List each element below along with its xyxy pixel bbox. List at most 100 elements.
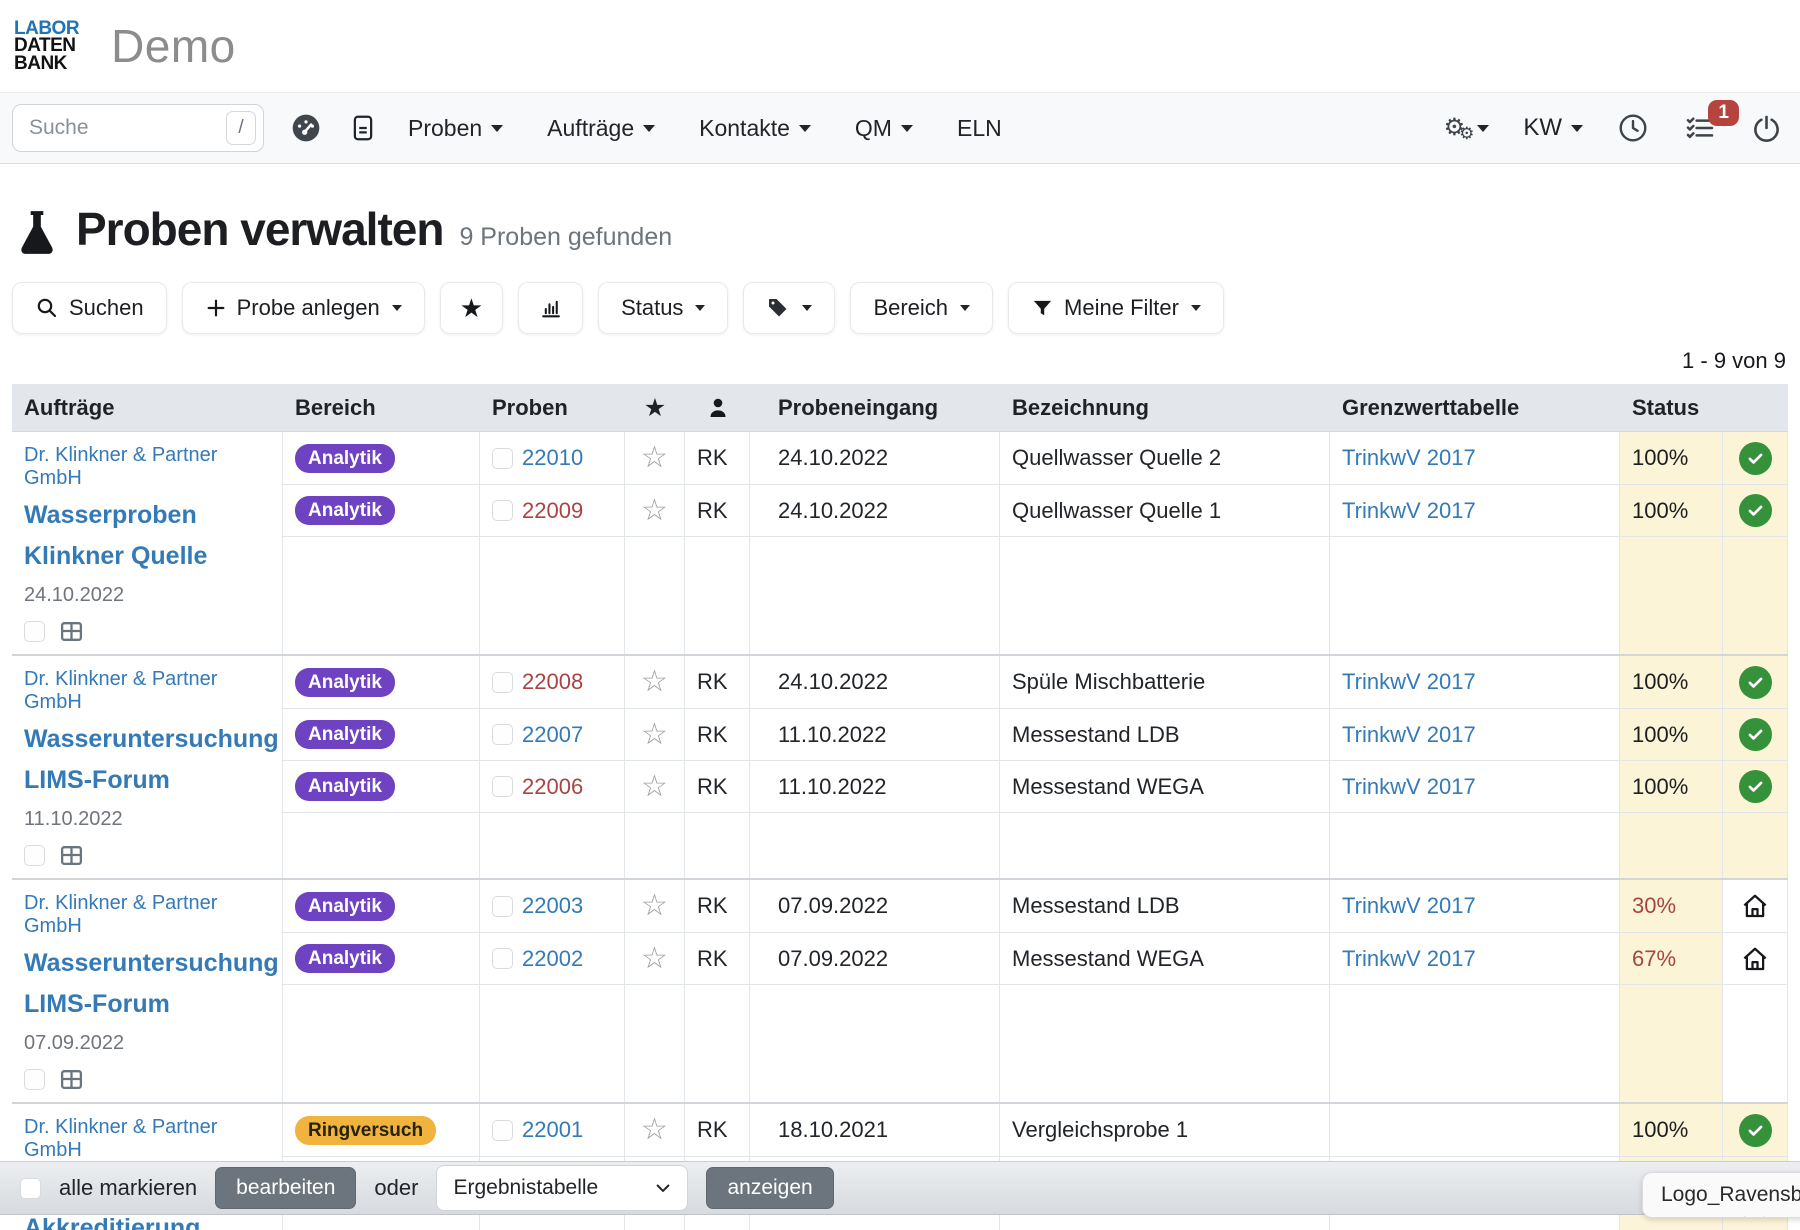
- star-outline-icon[interactable]: ☆: [641, 941, 668, 975]
- user-menu[interactable]: KW: [1523, 114, 1583, 142]
- tags-filter-button[interactable]: [743, 282, 836, 334]
- labordatenbank-logo[interactable]: LABOR DATEN BANK: [14, 19, 80, 73]
- nav-label: QM: [854, 114, 892, 141]
- order-title-link[interactable]: LIMS-Forum: [24, 766, 170, 794]
- sample-row: Ringversuch 22001 ☆ RK 18.10.2021 Vergleichsp…: [283, 1104, 1788, 1156]
- sample-checkbox[interactable]: [492, 1119, 513, 1141]
- sample-checkbox[interactable]: [492, 776, 513, 797]
- order-title-link[interactable]: Wasseruntersuchung: [24, 725, 279, 753]
- search-input[interactable]: [12, 104, 264, 152]
- create-sample-button[interactable]: Probe anlegen: [181, 282, 425, 334]
- nav-item-eln[interactable]: ELN: [957, 115, 1002, 142]
- sample-checkbox[interactable]: [492, 671, 513, 693]
- star-outline-icon[interactable]: ☆: [641, 493, 668, 527]
- column-header-aufträge: Aufträge: [24, 394, 115, 420]
- favorite-filler: [625, 537, 685, 654]
- select-all-checkbox[interactable]: [20, 1177, 41, 1199]
- order-checkbox[interactable]: [24, 845, 45, 866]
- order-client-link[interactable]: Dr. Klinkner & Partner GmbH: [24, 444, 218, 489]
- progress-value: 100%: [1632, 669, 1689, 694]
- sample-checkbox[interactable]: [492, 447, 513, 469]
- sample-link[interactable]: 22007: [522, 721, 584, 747]
- sample-checkbox[interactable]: [492, 948, 513, 969]
- order-title-link[interactable]: LIMS-Forum: [24, 990, 170, 1018]
- limit-table-link[interactable]: TrinkwV 2017: [1342, 893, 1476, 918]
- sample-checkbox[interactable]: [492, 895, 513, 917]
- limit-table-link[interactable]: TrinkwV 2017: [1342, 497, 1476, 523]
- order-title-link[interactable]: Klinkner Quelle: [24, 542, 208, 570]
- nav-item-proben[interactable]: Proben: [408, 115, 504, 142]
- sample-checkbox[interactable]: [492, 500, 513, 521]
- favorite-cell: ☆: [625, 656, 685, 708]
- nav-item-auftraege[interactable]: Aufträge: [547, 115, 656, 142]
- my-filters-button[interactable]: Meine Filter: [1008, 282, 1224, 334]
- order-client-link[interactable]: Dr. Klinkner & Partner GmbH: [24, 1116, 218, 1161]
- star-outline-icon[interactable]: ☆: [641, 665, 668, 698]
- favorites-button[interactable]: ★: [439, 282, 504, 334]
- tasks-menu[interactable]: 1: [1683, 100, 1739, 144]
- sample-checkbox[interactable]: [492, 724, 513, 745]
- nav-item-kontakte[interactable]: Kontakte: [699, 115, 811, 142]
- order-results-button[interactable]: [59, 1067, 84, 1092]
- limit-table-link[interactable]: TrinkwV 2017: [1342, 945, 1476, 971]
- status-icon-cell: [1723, 709, 1788, 760]
- document-icon[interactable]: [348, 113, 378, 143]
- star-outline-icon[interactable]: ☆: [641, 717, 668, 751]
- search-button[interactable]: Suchen: [12, 282, 167, 334]
- bereich-cell: Analytik: [283, 880, 480, 932]
- favorite-cell: ☆: [625, 933, 685, 984]
- sample-link[interactable]: 22009: [522, 497, 584, 523]
- bereich-filter-button[interactable]: Bereich: [850, 282, 994, 334]
- edit-button[interactable]: bearbeiten: [215, 1167, 357, 1209]
- result-summary: 9 Proben gefunden: [459, 223, 673, 251]
- column-header-person: [685, 384, 750, 431]
- funnel-icon: [1033, 300, 1052, 315]
- limit-table-link[interactable]: TrinkwV 2017: [1342, 445, 1476, 470]
- order-checkbox[interactable]: [24, 1069, 45, 1090]
- sample-link[interactable]: 22001: [522, 1117, 584, 1142]
- favorite-cell: ☆: [625, 485, 685, 536]
- star-outline-icon[interactable]: ☆: [641, 769, 668, 803]
- sample-link[interactable]: 22002: [522, 945, 584, 971]
- show-button[interactable]: anzeigen: [706, 1167, 834, 1209]
- sample-link[interactable]: 22006: [522, 773, 584, 799]
- order-client-link[interactable]: Dr. Klinkner & Partner GmbH: [24, 892, 218, 937]
- status-filter-button[interactable]: Status: [598, 282, 729, 334]
- logout-power-icon[interactable]: [1751, 113, 1782, 144]
- progress-cell: 30%: [1620, 880, 1723, 932]
- star-outline-icon[interactable]: ☆: [641, 889, 668, 922]
- favorite-cell: ☆: [625, 709, 685, 760]
- sample-cell: 22010: [480, 432, 625, 484]
- star-outline-icon[interactable]: ☆: [641, 1113, 668, 1146]
- order-title-link[interactable]: Wasserproben: [24, 501, 197, 529]
- limit-table-link[interactable]: TrinkwV 2017: [1342, 773, 1476, 799]
- order-checkbox[interactable]: [24, 621, 45, 642]
- sample-link[interactable]: 22008: [522, 669, 584, 694]
- status-complete-icon: [1738, 718, 1772, 751]
- order-client-link[interactable]: Dr. Klinkner & Partner GmbH: [24, 668, 218, 713]
- limit-table-cell: TrinkwV 2017: [1330, 761, 1620, 812]
- search-button-label: Suchen: [69, 295, 144, 320]
- sample-filler: [480, 813, 625, 878]
- order-results-button[interactable]: [59, 843, 84, 868]
- settings-gears-menu[interactable]: ⚙⚙: [1444, 113, 1490, 144]
- order-title-link[interactable]: Akkreditierung: [24, 1214, 201, 1230]
- limit-table-link[interactable]: TrinkwV 2017: [1342, 669, 1476, 694]
- history-clock-icon[interactable]: [1617, 112, 1649, 144]
- progress-value: 100%: [1632, 445, 1689, 470]
- sample-link[interactable]: 22003: [522, 893, 584, 918]
- dashboard-icon[interactable]: [290, 112, 322, 144]
- received-date-cell: 18.10.2021: [750, 1104, 1000, 1156]
- limit-table-link[interactable]: TrinkwV 2017: [1342, 721, 1476, 747]
- view-select[interactable]: Ergebnistabelle: [436, 1165, 689, 1211]
- chart-button[interactable]: [518, 282, 584, 334]
- order-results-button[interactable]: [59, 619, 84, 644]
- nav-item-qm[interactable]: QM: [855, 115, 913, 142]
- sample-link[interactable]: 22010: [522, 445, 584, 470]
- order-title-link[interactable]: Wasseruntersuchung: [24, 949, 279, 977]
- status-home-icon: [1743, 894, 1767, 918]
- star-outline-icon[interactable]: ☆: [641, 441, 668, 474]
- progress-cell: 100%: [1620, 432, 1723, 484]
- favorite-cell: ☆: [625, 761, 685, 812]
- status-icon-cell: [1723, 933, 1788, 984]
